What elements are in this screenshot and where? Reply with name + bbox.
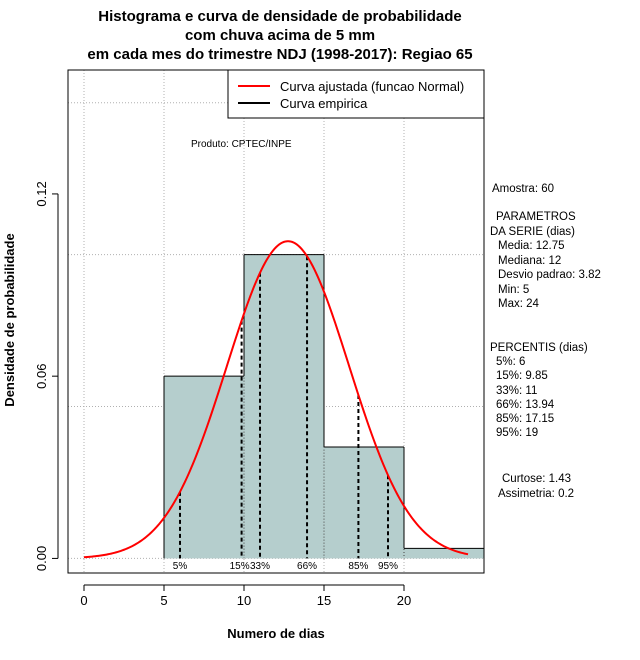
x-tick-label: 0 [80,593,87,608]
x-tick-label: 10 [237,593,251,608]
legend-label-empirical: Curva empirica [280,96,368,111]
stat-p33: 33%: 11 [496,385,538,397]
stat-params-title-1: PARAMETROS [496,211,576,223]
x-tick-label: 15 [317,593,331,608]
y-tick-label: 0.00 [34,546,49,571]
stat-p85: 85%: 17.15 [496,413,555,425]
normal-curve [83,240,469,559]
legend-box [227,69,485,119]
y-tick-label: 0.12 [34,181,49,206]
stat-p15: 15%: 9.85 [496,370,548,382]
product-note: Produto: CPTEC/INPE [191,139,292,150]
histogram-bars [163,254,484,559]
percentile-label: 95% [378,561,398,572]
stat-params-title-2: DA SERIE (dias) [490,226,575,238]
percentile-markers: 5% 15% 33% 66% 85% 95% [173,256,398,572]
chart-title-line-2: com chuva acima de 5 mm [184,27,376,44]
stat-assimetria: Assimetria: 0.2 [498,488,575,500]
y-axis-label: Densidade de probabilidade [2,233,17,406]
percentile-label: 66% [297,561,317,572]
stat-p95: 95%: 19 [496,427,539,439]
y-tick-label: 0.06 [34,364,49,389]
percentile-label: 85% [348,561,368,572]
stat-max: Max: 24 [498,298,539,310]
stat-p5: 5%: 6 [496,356,526,368]
x-tick-label: 20 [397,593,411,608]
stat-percentis-title: PERCENTIS (dias) [490,342,588,354]
stat-p66: 66%: 13.94 [496,399,555,411]
histogram-bar [324,446,404,559]
percentile-label: 33% [250,561,270,572]
histogram-bar [244,254,324,559]
histogram-bar [404,548,484,559]
stat-curtose: Curtose: 1.43 [502,473,572,485]
x-tick-label: 5 [160,593,167,608]
stat-media: Media: 12.75 [498,240,565,252]
chart-title-line-1: Histograma e curva de densidade de proba… [98,8,462,25]
normal-curve-path [83,240,469,559]
percentile-label: 5% [173,561,188,572]
stat-sample: Amostra: 60 [492,183,554,195]
percentile-label: 15% [230,561,250,572]
histogram-bar [164,376,244,559]
stat-min: Min: 5 [498,284,530,296]
legend-label-normal: Curva ajustada (funcao Normal) [280,79,464,94]
stat-desvio: Desvio padrao: 3.82 [498,269,601,281]
legend: Curva ajustada (funcao Normal) Curva emp… [227,69,485,119]
stat-mediana: Mediana: 12 [498,255,562,267]
axes: 0 5 10 15 20 0.00 0.06 0.12 [34,181,411,608]
chart-title-line-3: em cada mes do trimestre NDJ (1998-2017)… [87,46,473,63]
x-axis-label: Numero de dias [227,626,325,641]
